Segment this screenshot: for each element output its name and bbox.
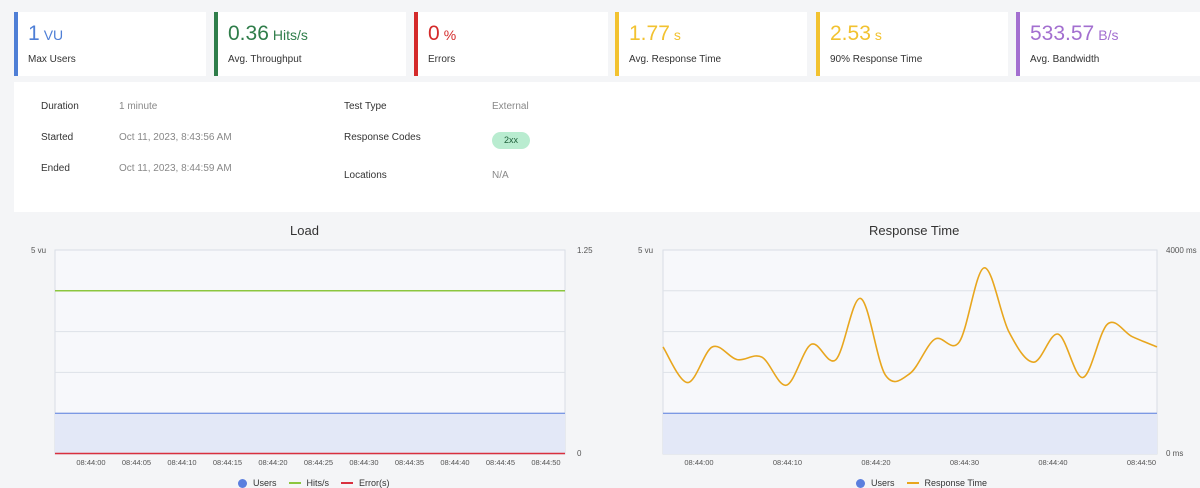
stat-card-errors: 0% Errors — [414, 12, 608, 76]
legend-hits-label: Hits/s — [306, 478, 330, 488]
response-y-left-top: 5 vu — [638, 246, 654, 255]
response-y-right-bottom: 0 ms — [1166, 449, 1184, 458]
load-x-tick-label: 08:44:15 — [213, 458, 242, 467]
stat-label: Avg. Bandwidth — [1030, 54, 1100, 65]
load-x-tick-label: 08:44:45 — [486, 458, 515, 467]
legend-users[interactable]: Users — [238, 478, 277, 488]
load-x-tick-label: 08:44:50 — [531, 458, 560, 467]
load-y-right-bottom: 0 — [577, 449, 582, 458]
legend-users-label: Users — [871, 478, 895, 488]
response-codes-label: Response Codes — [344, 132, 421, 143]
stat-label: Avg. Response Time — [629, 54, 722, 65]
stat-card-bandwidth: 533.57 B/s Avg. Bandwidth — [1016, 12, 1200, 76]
load-y-left-top: 5 vu — [31, 246, 47, 255]
response-y-right-top: 4000 ms — [1166, 246, 1197, 255]
legend-users[interactable]: Users — [856, 478, 895, 488]
stat-label: Errors — [428, 54, 456, 65]
load-x-tick-label: 08:44:35 — [395, 458, 424, 467]
legend-response-label: Response Time — [924, 478, 988, 488]
duration-label: Duration — [41, 101, 79, 112]
load-x-tick-label: 08:44:00 — [76, 458, 105, 467]
response-x-tick-label: 08:44:20 — [861, 458, 890, 467]
started-value: Oct 11, 2023, 8:43:56 AM — [119, 132, 232, 143]
response-x-tick-label: 08:44:10 — [773, 458, 802, 467]
load-y-right-top: 1.25 — [577, 246, 593, 255]
load-x-tick-label: 08:44:10 — [167, 458, 196, 467]
legend-errors-label: Error(s) — [359, 478, 390, 488]
response-x-tick-label: 08:44:30 — [950, 458, 979, 467]
load-legend: Users Hits/s Error(s) — [238, 478, 402, 488]
stats-bar: 1 VU Max Users 0.36 Hits/s Avg. Throughput… — [14, 12, 1200, 76]
ended-value: Oct 11, 2023, 8:44:59 AM — [119, 163, 232, 174]
legend-response-time[interactable]: Response Time — [906, 478, 988, 488]
stat-label: Max Users — [28, 54, 76, 65]
load-x-tick-label: 08:44:25 — [304, 458, 333, 467]
response-x-tick-label: 08:44:00 — [684, 458, 713, 467]
test-type-label: Test Type — [344, 101, 387, 112]
legend-users-label: Users — [253, 478, 277, 488]
hits-legend-swatch — [288, 482, 301, 484]
test-type-value: External — [492, 101, 529, 112]
response-legend-swatch — [906, 482, 919, 484]
stat-value: 533.57 B/s — [1030, 22, 1119, 45]
stat-label: Avg. Throughput — [228, 54, 302, 65]
duration-value: 1 minute — [119, 101, 158, 112]
users-legend-dot — [238, 478, 247, 488]
stat-value: 0.36 Hits/s — [228, 22, 308, 45]
legend-errors[interactable]: Error(s) — [341, 478, 390, 488]
load-chart-title: Load — [290, 223, 319, 238]
load-x-tick-label: 08:44:05 — [122, 458, 151, 467]
locations-value: N/A — [492, 170, 509, 181]
stat-card-throughput: 0.36 Hits/s Avg. Throughput — [214, 12, 406, 76]
locations-label: Locations — [344, 170, 387, 181]
response-x-tick-label: 08:44:40 — [1038, 458, 1067, 467]
stat-card-90-response: 2.53 s 90% Response Time — [816, 12, 1008, 76]
load-x-tick-label: 08:44:20 — [258, 458, 287, 467]
stat-value: 1 VU — [28, 22, 64, 45]
users-legend-dot — [856, 478, 865, 488]
response-users-area — [663, 413, 1157, 454]
stat-value: 1.77 s — [629, 22, 681, 45]
stat-value: 2.53 s — [830, 22, 882, 45]
load-x-tick-label: 08:44:30 — [349, 458, 378, 467]
response-legend: Users Response Time — [856, 478, 999, 488]
response-x-tick-label: 08:44:50 — [1127, 458, 1156, 467]
load-users-area — [55, 413, 565, 454]
started-label: Started — [41, 132, 74, 143]
errors-legend-swatch — [341, 482, 354, 484]
response-chart-title: Response Time — [869, 223, 960, 238]
response-time-line — [662, 267, 1158, 386]
stat-card-max-users: 1 VU Max Users — [14, 12, 206, 76]
legend-hits[interactable]: Hits/s — [288, 478, 330, 488]
stat-value: 0% — [428, 22, 457, 45]
stat-label: 90% Response Time — [830, 54, 923, 65]
stat-card-avg-response: 1.77 s Avg. Response Time — [615, 12, 807, 76]
load-x-tick-label: 08:44:40 — [440, 458, 469, 467]
ended-label: Ended — [41, 163, 70, 174]
response-code-badge: 2xx — [492, 132, 530, 149]
test-details-panel: Duration 1 minute Started Oct 11, 2023, … — [14, 82, 1200, 212]
